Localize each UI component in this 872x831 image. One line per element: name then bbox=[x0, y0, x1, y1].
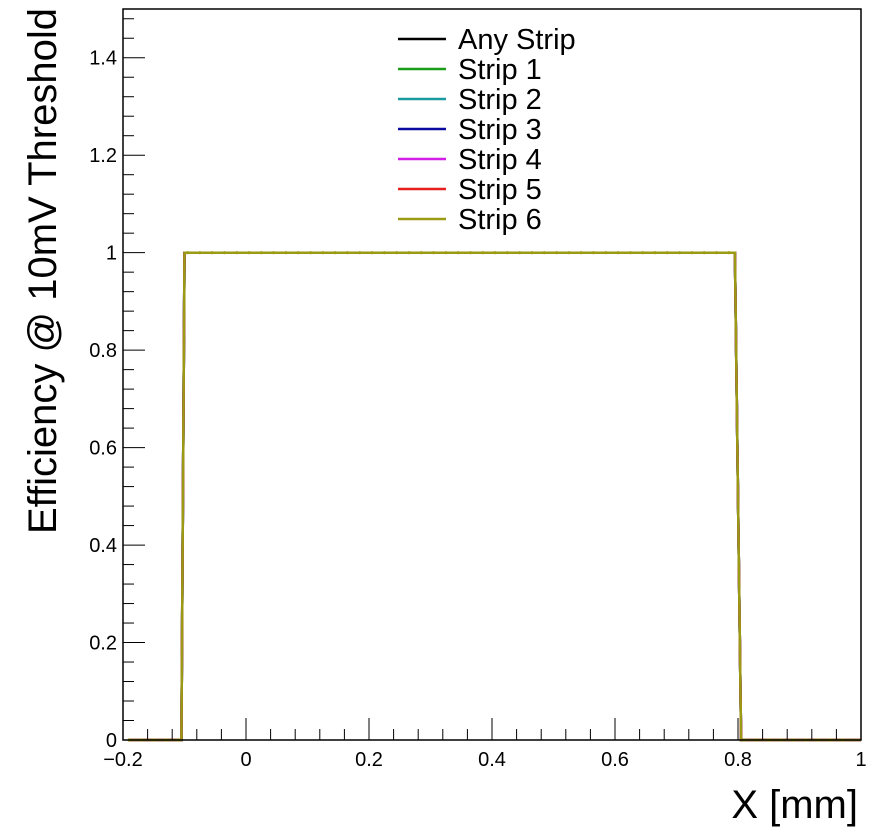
x-tick-label: 1 bbox=[855, 749, 866, 771]
data-point bbox=[308, 251, 313, 255]
x-tick-label: 0.2 bbox=[355, 749, 383, 771]
data-point bbox=[567, 251, 571, 255]
series-line-strip-2 bbox=[129, 251, 861, 742]
data-point bbox=[272, 251, 276, 255]
y-tick-label: 0.4 bbox=[89, 535, 117, 557]
series-line-any-strip bbox=[129, 251, 861, 742]
data-point bbox=[493, 251, 497, 255]
data-point bbox=[296, 251, 300, 255]
x-tick-label: 0.4 bbox=[478, 749, 506, 771]
legend-label: Strip 3 bbox=[458, 114, 542, 146]
x-tick-label: −0.2 bbox=[103, 749, 142, 771]
data-point bbox=[198, 251, 202, 255]
data-point bbox=[259, 251, 263, 255]
data-point bbox=[714, 251, 719, 255]
data-point bbox=[333, 251, 337, 255]
data-point bbox=[431, 251, 436, 255]
data-point bbox=[210, 251, 214, 255]
data-point bbox=[370, 251, 374, 255]
data-point bbox=[321, 251, 325, 255]
data-point bbox=[690, 251, 694, 255]
data-point bbox=[382, 251, 386, 255]
data-point bbox=[604, 251, 608, 255]
data-point bbox=[235, 251, 239, 255]
series-line-strip-4 bbox=[129, 251, 861, 742]
data-point bbox=[419, 251, 423, 255]
series-line-strip-1 bbox=[129, 251, 861, 742]
x-tick-label: 0 bbox=[240, 749, 251, 771]
series-line-strip-3 bbox=[129, 251, 861, 742]
data-point bbox=[665, 251, 669, 255]
legend-label: Any Strip bbox=[458, 24, 576, 56]
data-point bbox=[468, 251, 473, 255]
x-tick-label: 0.6 bbox=[601, 749, 629, 771]
data-point bbox=[407, 251, 411, 255]
data-point bbox=[345, 251, 350, 255]
data-point bbox=[530, 251, 534, 255]
y-tick-label: 1 bbox=[106, 243, 117, 265]
x-tick-label: 0.8 bbox=[724, 749, 752, 771]
data-point bbox=[395, 251, 399, 255]
data-point bbox=[554, 251, 559, 255]
data-point bbox=[456, 251, 460, 255]
legend-label: Strip 6 bbox=[458, 204, 542, 236]
data-point bbox=[591, 251, 596, 255]
series-line-strip-6 bbox=[129, 251, 861, 742]
data-point bbox=[185, 251, 190, 255]
y-axis-label: Efficiency @ 10mV Threshold bbox=[21, 8, 65, 534]
data-point bbox=[505, 251, 509, 255]
legend-label: Strip 5 bbox=[458, 174, 542, 206]
data-point bbox=[247, 251, 251, 255]
data-point bbox=[641, 251, 645, 255]
data-point bbox=[628, 251, 632, 255]
data-point bbox=[579, 251, 583, 255]
data-point bbox=[518, 251, 522, 255]
x-axis-label: X [mm] bbox=[731, 783, 858, 827]
y-tick-label: 0 bbox=[106, 730, 117, 752]
data-point bbox=[222, 251, 227, 255]
data-point bbox=[727, 251, 731, 255]
legend-label: Strip 2 bbox=[458, 84, 542, 116]
y-tick-label: 0.2 bbox=[89, 633, 117, 655]
y-tick-label: 0.8 bbox=[89, 340, 117, 362]
data-point bbox=[616, 251, 620, 255]
legend-label: Strip 4 bbox=[458, 144, 542, 176]
series-line-strip-5 bbox=[129, 251, 861, 742]
data-point bbox=[677, 251, 682, 255]
data-point bbox=[444, 251, 448, 255]
y-tick-label: 1.4 bbox=[89, 48, 117, 70]
data-point bbox=[542, 251, 546, 255]
legend-label: Strip 1 bbox=[458, 54, 542, 86]
y-tick-label: 0.6 bbox=[89, 438, 117, 460]
data-point bbox=[702, 251, 706, 255]
data-point bbox=[653, 251, 657, 255]
data-point bbox=[284, 251, 288, 255]
data-point bbox=[481, 251, 485, 255]
data-point bbox=[358, 251, 362, 255]
y-tick-label: 1.2 bbox=[89, 145, 117, 167]
